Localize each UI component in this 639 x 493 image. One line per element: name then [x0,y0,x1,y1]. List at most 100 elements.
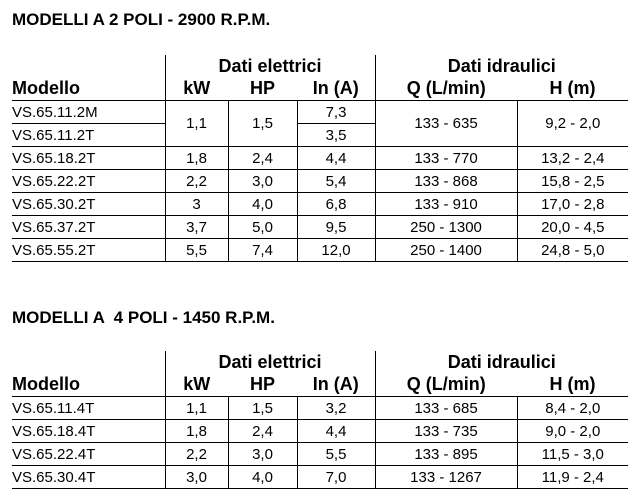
column-header: kW [164,77,228,101]
hp-cell: 4,0 [227,465,297,489]
column-header: kW [164,373,228,397]
q-cell: 133 - 685 [374,396,518,420]
data-row: VS.65.18.2T 1,8 2,4 4,4 133 - 770 13,2 - 2,4 [12,146,629,170]
column-header: H (m) [517,373,629,397]
column-header-row: Modello kW HP In (A) Q (L/min) H (m) [12,77,629,101]
column-header: In (A) [297,77,376,101]
in-cell: 6,8 [296,192,376,216]
column-header-row: Modello kW HP In (A) Q (L/min) H (m) [12,373,629,397]
data-row: VS.65.22.4T 2,2 3,0 5,5 133 - 895 11,5 - 3,0 [12,442,629,466]
group-header-row: Dati elettrici Dati idraulici [12,55,629,77]
h-cell: 9,2 - 2,0 [516,100,629,147]
h-cell: 15,8 - 2,5 [516,169,629,193]
kw-cell: 1,1 [164,396,228,420]
data-row: VS.65.11.4T 1,1 1,5 3,2 133 - 685 8,4 - 2,0 [12,396,629,420]
column-header: Modello [12,77,165,101]
column-header: Q (L/min) [374,77,518,101]
model-cell: VS.65.30.4T [12,465,165,489]
in-cell: 7,3 [296,100,376,124]
data-row: VS.65.37.2T 3,7 5,0 9,5 250 - 1300 20,0 - 4,5 [12,215,629,239]
column-header: HP [228,373,297,397]
q-cell: 133 - 895 [374,442,518,466]
h-cell: 11,9 - 2,4 [516,465,629,489]
in-cell: 5,4 [296,169,376,193]
hp-cell: 2,4 [227,146,297,170]
h-cell: 24,8 - 5,0 [516,238,629,262]
hp-cell: 1,5 [227,100,297,147]
kw-cell: 3,0 [164,465,228,489]
in-cell: 5,5 [296,442,376,466]
column-header: H (m) [517,77,629,101]
data-row: VS.65.18.4T 1,8 2,4 4,4 133 - 735 9,0 - 2,0 [12,419,629,443]
model-cell: VS.65.11.2M [12,100,165,124]
group-header: Dati idraulici [374,351,629,373]
hp-cell: 3,0 [227,169,297,193]
column-header: Modello [12,373,165,397]
data-row: VS.65.11.2T 3,5 [12,123,628,147]
in-cell: 12,0 [296,238,376,262]
column-header: In (A) [297,373,376,397]
group-header: Dati elettrici [164,55,376,77]
h-cell: 9,0 - 2,0 [516,419,629,443]
q-cell: 250 - 1300 [374,215,518,239]
model-cell: VS.65.18.4T [12,419,165,443]
section-title: MODELLI A 2 POLI - 2900 R.P.M. [12,10,271,29]
q-cell: 133 - 910 [374,192,518,216]
data-table: Dati elettrici Dati idraulici Modello kW HP I… [12,351,629,489]
in-cell: 3,5 [296,123,376,147]
model-cell: VS.65.22.2T [12,169,165,193]
h-cell: 20,0 - 4,5 [516,215,629,239]
group-header: Dati elettrici [164,351,376,373]
data-row: VS.65.55.2T 5,5 7,4 12,0 250 - 1400 24,8 - 5,… [12,238,629,262]
hp-cell: 1,5 [227,396,297,420]
model-cell: VS.65.11.2T [12,123,165,147]
q-cell: 133 - 1267 [374,465,518,489]
q-cell: 133 - 635 [374,100,518,147]
group-header: Dati idraulici [374,55,629,77]
q-cell: 133 - 868 [374,169,518,193]
data-row: VS.65.30.4T 3,0 4,0 7,0 133 - 1267 11,9 - 2,4 [12,465,629,489]
hp-cell: 7,4 [227,238,297,262]
in-cell: 3,2 [296,396,376,420]
kw-cell: 1,1 [164,100,228,147]
kw-cell: 1,8 [164,146,228,170]
h-cell: 13,2 - 2,4 [516,146,629,170]
q-cell: 133 - 735 [374,419,518,443]
group-header-row: Dati elettrici Dati idraulici [12,351,629,373]
hp-cell: 5,0 [227,215,297,239]
model-cell: VS.65.11.4T [12,396,165,420]
kw-cell: 3 [164,192,228,216]
model-cell: VS.65.30.2T [12,192,165,216]
data-row: VS.65.30.2T 3 4,0 6,8 133 - 910 17,0 - 2,8 [12,192,629,216]
kw-cell: 2,2 [164,442,228,466]
h-cell: 17,0 - 2,8 [516,192,629,216]
hp-cell: 4,0 [227,192,297,216]
hp-cell: 3,0 [227,442,297,466]
kw-cell: 1,8 [164,419,228,443]
section-title: MODELLI A 4 POLI - 1450 R.P.M. [12,308,275,327]
model-cell: VS.65.18.2T [12,146,165,170]
column-header: HP [228,77,297,101]
q-cell: 250 - 1400 [374,238,518,262]
kw-cell: 2,2 [164,169,228,193]
in-cell: 9,5 [296,215,376,239]
h-cell: 11,5 - 3,0 [516,442,629,466]
kw-cell: 3,7 [164,215,228,239]
in-cell: 4,4 [296,419,376,443]
q-cell: 133 - 770 [374,146,518,170]
data-row: VS.65.11.2M 1,1 1,5 7,3 133 - 635 9,2 - 2,0 [12,100,629,147]
data-table: Dati elettrici Dati idraulici Modello kW HP I… [12,55,629,262]
data-row: VS.65.22.2T 2,2 3,0 5,4 133 - 868 15,8 - 2,5 [12,169,629,193]
h-cell: 8,4 - 2,0 [516,396,629,420]
column-header: Q (L/min) [374,373,518,397]
in-cell: 4,4 [296,146,376,170]
kw-cell: 5,5 [164,238,228,262]
model-cell: VS.65.22.4T [12,442,165,466]
model-cell: VS.65.55.2T [12,238,165,262]
model-cell: VS.65.37.2T [12,215,165,239]
hp-cell: 2,4 [227,419,297,443]
blank [12,351,165,373]
blank [12,55,165,77]
in-cell: 7,0 [296,465,376,489]
